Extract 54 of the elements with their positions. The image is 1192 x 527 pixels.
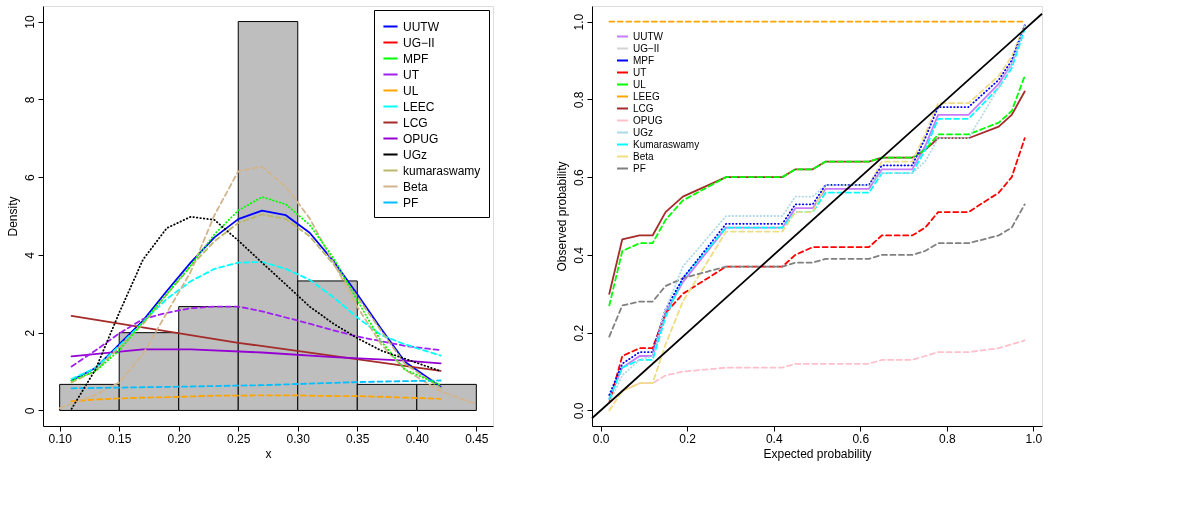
x-tick-label: 0.45: [465, 431, 489, 446]
y-axis-title: Density: [5, 196, 20, 237]
y-tick-label: 0.4: [571, 246, 586, 264]
legend-label: UGz: [403, 147, 427, 162]
x-tick-label: 0.2: [679, 431, 697, 446]
y-tick-label: 0.6: [571, 168, 586, 186]
x-axis-title: Expected probability: [763, 446, 872, 461]
legend-label: PF: [633, 162, 646, 174]
legend-label: LCG: [403, 115, 428, 130]
x-tick-label: 0.35: [346, 431, 370, 446]
legend-label: UL: [403, 83, 419, 98]
legend-label: MPF: [403, 51, 429, 66]
legend-label: UUTW: [633, 30, 664, 42]
x-tick-label: 1.0: [1025, 431, 1043, 446]
legend-label: kumaraswamy: [403, 163, 481, 178]
legend-label: OPUG: [633, 114, 663, 126]
legend-label: OPUG: [403, 131, 439, 146]
y-tick-label: 4: [22, 251, 37, 259]
y-tick-label: 0: [22, 407, 37, 415]
y-tick-label: 0.2: [571, 324, 586, 342]
x-tick-label: 0.30: [286, 431, 311, 446]
legend-label: LEEC: [403, 99, 435, 114]
y-tick-label: 6: [22, 173, 37, 181]
x-tick-label: 0.10: [48, 431, 73, 446]
x-tick-label: 0.25: [227, 431, 251, 446]
legend-label: UT: [633, 66, 647, 78]
y-tick-label: 0.0: [571, 402, 586, 420]
legend-label: LCG: [633, 102, 654, 114]
y-tick-label: 10: [22, 15, 37, 29]
x-tick-label: 0.4: [765, 431, 783, 446]
legend-label: Beta: [403, 179, 429, 194]
x-tick-label: 0.8: [938, 431, 956, 446]
legend-label: Kumaraswamy: [633, 138, 700, 150]
legend-label: LEEG: [633, 90, 660, 102]
x-tick-label: 0.15: [108, 431, 132, 446]
legend-label: UL: [633, 78, 647, 90]
legend-label: UG−II: [633, 42, 660, 54]
legend-label: Beta: [633, 150, 655, 162]
legend-label: UUTW: [403, 19, 440, 34]
legend-label: UG−II: [403, 35, 435, 50]
x-tick-label: 0.6: [852, 431, 870, 446]
y-axis-title: Observed probability: [554, 161, 569, 272]
x-axis-title: x: [265, 446, 272, 461]
y-tick-label: 0.8: [571, 91, 586, 109]
legend-label: UGz: [633, 126, 653, 138]
x-tick-label: 0.20: [167, 431, 192, 446]
legend-label: PF: [403, 195, 419, 210]
legend-label: MPF: [633, 54, 655, 66]
y-tick-label: 8: [22, 96, 37, 104]
x-tick-label: 0.0: [592, 431, 610, 446]
y-tick-label: 1.0: [571, 13, 586, 31]
y-tick-label: 2: [22, 329, 37, 337]
legend-label: UT: [403, 67, 420, 82]
x-tick-label: 0.40: [405, 431, 430, 446]
